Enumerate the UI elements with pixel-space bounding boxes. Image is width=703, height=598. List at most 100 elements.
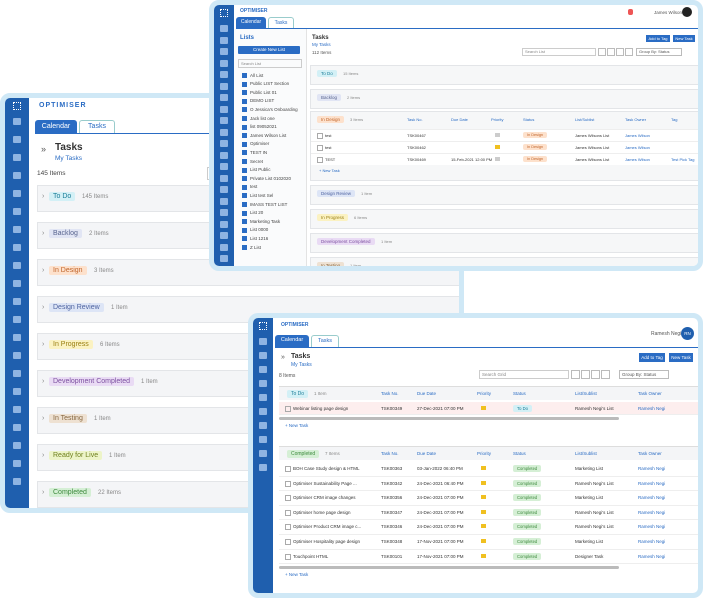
- row-checkbox[interactable]: [285, 406, 291, 412]
- list-item[interactable]: DEMO LIST: [250, 98, 275, 104]
- row-checkbox[interactable]: [285, 539, 291, 545]
- list-checkbox[interactable]: [242, 133, 247, 139]
- row-checkbox[interactable]: [317, 157, 323, 163]
- group-row[interactable]: In Design 3 Items Task No. Due Date Priority…: [310, 111, 698, 181]
- tab[interactable]: Tasks: [311, 335, 339, 347]
- nav-icon[interactable]: [220, 105, 228, 113]
- new-task-link[interactable]: + New Task: [319, 168, 340, 173]
- list-checkbox[interactable]: [242, 176, 247, 182]
- toolbar-icon[interactable]: [607, 48, 615, 56]
- list-checkbox[interactable]: [242, 90, 247, 96]
- nav-icon[interactable]: [220, 71, 228, 78]
- view-select[interactable]: My Tasks: [55, 155, 82, 162]
- nav-icon[interactable]: [220, 128, 228, 136]
- nav-icon[interactable]: [220, 232, 228, 239]
- list-checkbox[interactable]: [242, 150, 247, 156]
- nav-icon[interactable]: [13, 136, 21, 143]
- nav-icon[interactable]: [220, 243, 228, 251]
- nav-icon[interactable]: [220, 163, 228, 170]
- group-row[interactable]: Design Review 1 Item: [310, 185, 698, 205]
- list-checkbox[interactable]: [242, 193, 247, 199]
- row-checkbox[interactable]: [317, 133, 323, 139]
- add-tag-button[interactable]: Add to Tag: [639, 353, 665, 362]
- new-task-button[interactable]: New Task: [673, 35, 695, 42]
- toolbar-icon[interactable]: [591, 370, 600, 379]
- list-item[interactable]: Jack list one: [250, 115, 275, 121]
- toolbar-icon[interactable]: [601, 370, 610, 379]
- table-row[interactable]: TEST TSK00469 15-Feb-2021 12:00 PM In Desig…: [311, 153, 698, 165]
- table-row[interactable]: test TSK00462 In Design James Wilsons List J…: [311, 141, 698, 153]
- group-row[interactable]: Backlog 2 Items: [310, 89, 698, 109]
- list-checkbox[interactable]: [242, 210, 247, 216]
- list-item[interactable]: All List: [250, 72, 264, 78]
- toolbar-icon[interactable]: [581, 370, 590, 379]
- nav-icon[interactable]: [13, 154, 21, 161]
- create-list-button[interactable]: Create New List: [238, 46, 300, 54]
- nav-icon[interactable]: [220, 255, 228, 262]
- table-row[interactable]: Touchpoint HTML TSK00101 17-Nov-2021 07:00…: [279, 549, 698, 565]
- list-item[interactable]: IMASS TEST LIST: [250, 201, 288, 207]
- list-item[interactable]: List test Sel: [250, 192, 274, 198]
- group-row[interactable]: To Do 15 Items: [310, 65, 698, 85]
- view-select[interactable]: My Tasks: [291, 362, 312, 368]
- list-checkbox[interactable]: [242, 141, 247, 147]
- nav-icon[interactable]: [13, 172, 21, 179]
- list-checkbox[interactable]: [242, 124, 247, 130]
- nav-icon[interactable]: [259, 408, 267, 415]
- list-checkbox[interactable]: [242, 245, 247, 250]
- nav-icon[interactable]: [13, 244, 21, 251]
- table-row[interactable]: test TSK00467 In Design James Wilsons List J…: [311, 129, 698, 141]
- list-item[interactable]: List 0000: [250, 227, 269, 233]
- new-task-link[interactable]: + New Task: [285, 572, 309, 578]
- nav-icon[interactable]: [259, 436, 267, 443]
- nav-icon[interactable]: [13, 460, 21, 467]
- toolbar-icon[interactable]: [598, 48, 606, 56]
- list-item[interactable]: Marketing Task: [250, 218, 281, 224]
- nav-icon[interactable]: [259, 464, 267, 471]
- row-checkbox[interactable]: [285, 509, 291, 516]
- list-checkbox[interactable]: [242, 202, 247, 207]
- list-item[interactable]: Public List 01: [250, 89, 277, 95]
- nav-icon[interactable]: [220, 197, 228, 205]
- list-checkbox[interactable]: [242, 107, 247, 113]
- nav-icon[interactable]: [220, 36, 228, 44]
- nav-icon[interactable]: [220, 220, 228, 228]
- menu-icon[interactable]: [220, 9, 228, 17]
- nav-icon[interactable]: [13, 118, 21, 125]
- group-row[interactable]: Development Completed 1 Item: [310, 233, 698, 253]
- tab[interactable]: Tasks: [79, 120, 115, 133]
- row-checkbox[interactable]: [285, 480, 291, 487]
- tab-active[interactable]: Calendar: [236, 17, 266, 28]
- nav-icon[interactable]: [259, 366, 267, 373]
- table-row[interactable]: BOH Case Study design & HTML TSK00363 03-J…: [279, 462, 698, 477]
- row-checkbox[interactable]: [285, 553, 291, 560]
- list-item[interactable]: James Wilson List: [250, 132, 287, 138]
- toolbar-icon[interactable]: [571, 370, 580, 379]
- menu-icon[interactable]: [259, 322, 267, 330]
- nav-icon[interactable]: [13, 388, 21, 395]
- list-checkbox[interactable]: [242, 116, 247, 121]
- nav-icon[interactable]: [220, 25, 228, 32]
- list-item[interactable]: Public LIST Section: [250, 81, 290, 87]
- nav-icon[interactable]: [13, 352, 21, 359]
- table-row[interactable]: Optimiser Product CRM image c... TSK00346…: [279, 520, 698, 535]
- avatar[interactable]: [682, 7, 692, 17]
- list-checkbox[interactable]: [242, 227, 247, 233]
- nav-icon[interactable]: [13, 280, 21, 287]
- nav-icon[interactable]: [13, 316, 21, 323]
- list-checkbox[interactable]: [242, 167, 247, 173]
- nav-icon[interactable]: [259, 422, 267, 429]
- nav-icon[interactable]: [220, 151, 228, 159]
- nav-icon[interactable]: [13, 424, 21, 431]
- toolbar-icon[interactable]: [616, 48, 624, 56]
- list-item[interactable]: O Jessica's Onboarding: [250, 106, 298, 112]
- nav-icon[interactable]: [220, 140, 228, 147]
- nav-icon[interactable]: [220, 48, 228, 55]
- nav-icon[interactable]: [13, 334, 21, 341]
- row-checkbox[interactable]: [285, 524, 291, 531]
- list-checkbox[interactable]: [242, 73, 247, 78]
- row-checkbox[interactable]: [317, 145, 323, 151]
- nav-icon[interactable]: [13, 370, 21, 377]
- nav-icon[interactable]: [220, 82, 228, 90]
- row-checkbox[interactable]: [285, 466, 291, 472]
